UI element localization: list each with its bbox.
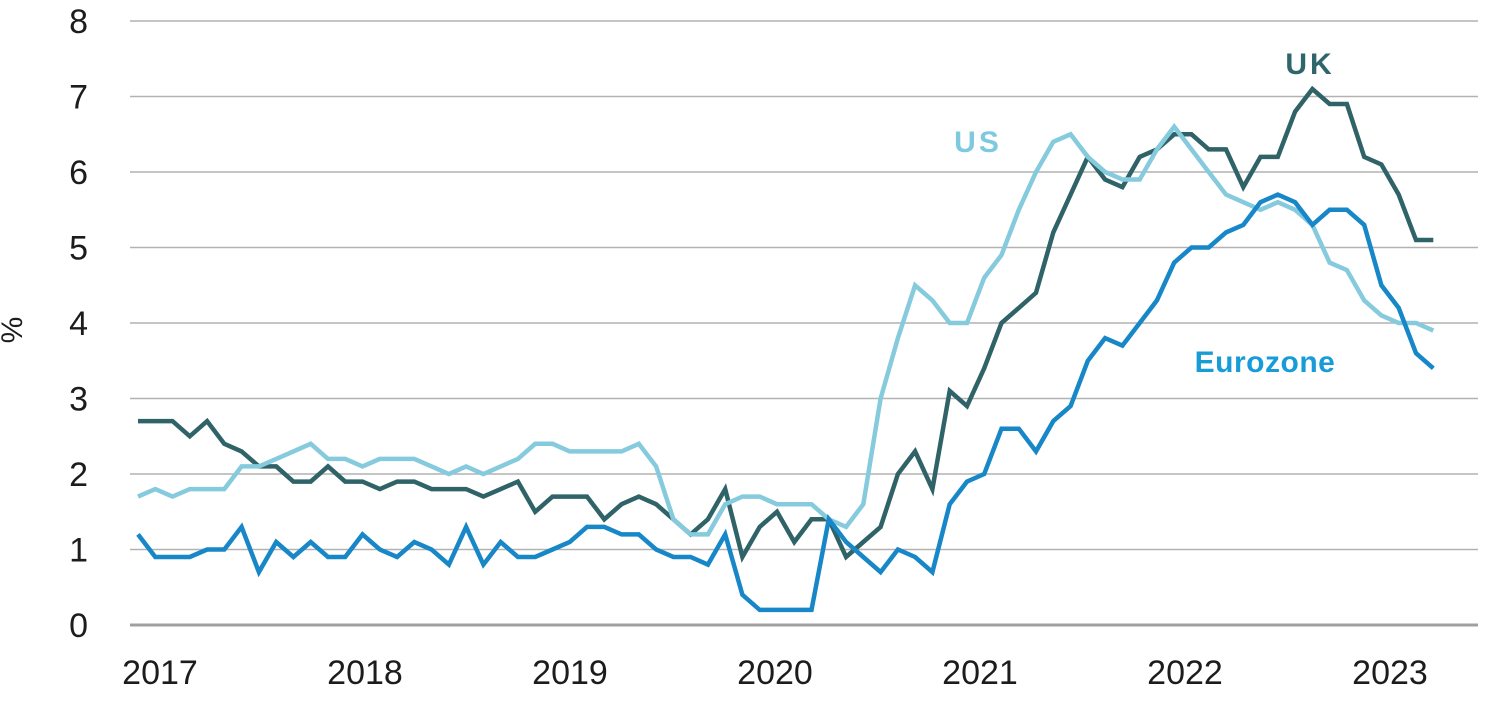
x-tick-label: 2023 <box>1352 654 1428 692</box>
y-tick-label: 5 <box>69 230 88 268</box>
uk-line <box>138 85 1434 563</box>
grid-layer <box>130 20 1478 627</box>
x-tick-label: 2022 <box>1147 654 1223 692</box>
eurozone-line <box>136 192 1435 613</box>
y-axis-unit-label: % <box>0 317 29 344</box>
x-tick-label: 2018 <box>327 654 403 692</box>
uk-series-label: UK <box>1285 48 1334 81</box>
y-tick-label: 1 <box>69 532 88 570</box>
y-tick-label: 7 <box>69 79 88 117</box>
y-tick-label: 6 <box>69 154 88 192</box>
x-tick-label: 2020 <box>737 654 813 692</box>
y-tick-label: 0 <box>69 607 88 645</box>
y-tick-label: 8 <box>69 3 88 41</box>
y-tick-label: 4 <box>69 305 88 343</box>
us-line <box>137 122 1435 537</box>
us-series-label: US <box>954 126 1002 159</box>
x-tick-label: 2017 <box>122 654 198 692</box>
y-tick-label: 2 <box>69 456 88 494</box>
series-layer <box>136 85 1435 613</box>
x-tick-label: 2021 <box>942 654 1018 692</box>
tick-layer: 0 1 2 3 4 5 6 7 8 2017 2018 2019 2020 2021 2022 2023 <box>69 3 1428 692</box>
eurozone-series-label: Eurozone <box>1195 346 1336 379</box>
x-tick-label: 2019 <box>532 654 608 692</box>
y-tick-label: 3 <box>69 381 88 419</box>
